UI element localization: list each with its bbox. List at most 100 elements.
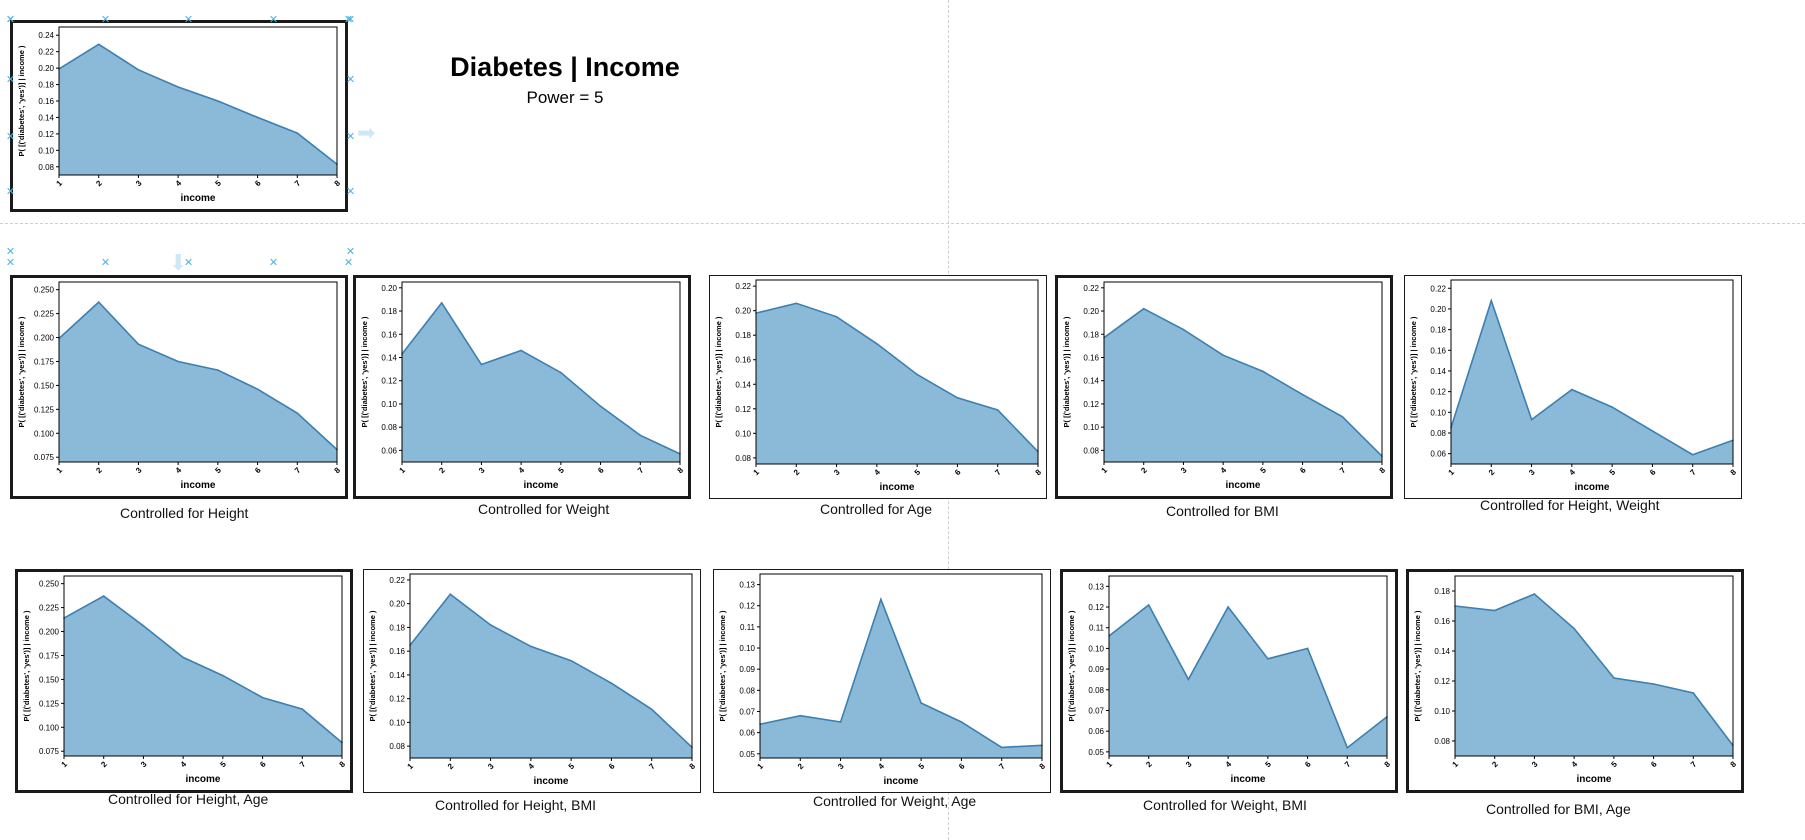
data-point xyxy=(610,682,613,684)
resize-handle-right[interactable]: ✕ xyxy=(345,246,356,258)
series-line-main xyxy=(58,43,338,165)
data-point xyxy=(142,625,145,627)
data-point xyxy=(1142,307,1145,310)
resize-handle-left[interactable]: ✕ xyxy=(5,14,16,26)
y-tick-label: 0.10 xyxy=(1434,707,1450,716)
data-point xyxy=(799,714,802,717)
y-tick-label: 0.24 xyxy=(38,31,54,40)
data-point xyxy=(256,116,259,119)
y-axis-label: P( [('diabetes', 'yes')] | income ) xyxy=(17,45,26,156)
data-point xyxy=(102,595,105,597)
x-tick-label: 8 xyxy=(1038,761,1048,771)
resize-handle-left[interactable]: ✕ xyxy=(5,131,16,143)
data-point xyxy=(795,302,798,305)
data-point xyxy=(97,43,100,46)
chart-caption-height_weight: Controlled for Height, Weight xyxy=(1480,497,1660,513)
area-fill-height_weight xyxy=(1451,300,1733,464)
x-tick-label: 8 xyxy=(1034,467,1044,477)
x-axis-label: income xyxy=(1230,774,1265,785)
x-tick-label: 8 xyxy=(1383,759,1393,769)
y-tick-label: 0.06 xyxy=(1088,727,1104,736)
x-tick-label: 8 xyxy=(1729,467,1739,477)
chart-svg-height: 0.075 0.100 0.125 0.150 0.175 0.200 0.225 0.250… xyxy=(17,281,342,491)
y-tick-label: 0.10 xyxy=(38,146,54,155)
x-tick-label: 3 xyxy=(836,761,846,771)
y-tick-label: 0.13 xyxy=(1088,582,1104,591)
chart-svg-weight: 0.06 0.08 0.10 0.12 0.14 0.16 0.18 0.20 1 2 3 4 5 6 7 8… xyxy=(360,281,685,491)
x-axis-label: income xyxy=(180,193,215,204)
resize-handle-left[interactable]: ✕ xyxy=(5,186,16,198)
chart-card-height_bmi[interactable]: 0.08 0.10 0.12 0.14 0.16 0.18 0.20 0.22 1 2 3 4 5 6 7 8… xyxy=(363,569,701,793)
x-tick-label: 5 xyxy=(218,759,228,769)
resize-handle-right[interactable]: ✕ xyxy=(345,131,356,143)
y-tick-label: 0.22 xyxy=(735,282,751,291)
move-right-arrow-icon[interactable]: ➡ xyxy=(357,120,376,145)
resize-handle-top[interactable]: ✕ xyxy=(183,14,194,26)
x-tick-label: 2 xyxy=(94,465,104,475)
resize-handle-bottom[interactable]: ✕ xyxy=(100,257,111,269)
resize-handle-top[interactable]: ✕ xyxy=(100,14,111,26)
data-point xyxy=(137,343,140,345)
data-point xyxy=(960,721,963,723)
chart-card-age[interactable]: 0.08 0.10 0.12 0.14 0.16 0.18 0.20 0.22 1 2 3 4 5 6 7 8… xyxy=(709,275,1047,499)
chart-caption-bmi: Controlled for BMI xyxy=(1166,503,1279,519)
resize-handle-top[interactable]: ✕ xyxy=(268,14,279,26)
resize-handle-right[interactable]: ✕ xyxy=(345,14,356,26)
chart-svg-height_age: 0.075 0.100 0.125 0.150 0.175 0.200 0.225 0.250… xyxy=(22,575,347,785)
chart-card-weight_bmi[interactable]: 0.05 0.06 0.07 0.08 0.09 0.10 0.11 0.12 0.13 1 2 3 4… xyxy=(1060,569,1398,793)
y-tick-label: 0.150 xyxy=(34,381,55,390)
x-tick-label: 2 xyxy=(437,465,447,475)
resize-handle-bottom[interactable]: ✕ xyxy=(183,257,194,269)
y-tick-label: 0.05 xyxy=(1088,748,1104,757)
plot-frame xyxy=(759,573,1043,759)
y-tick-label: 0.18 xyxy=(381,307,397,316)
data-point xyxy=(217,369,219,371)
resize-handle-right[interactable]: ✕ xyxy=(345,186,356,198)
plot-frame xyxy=(58,281,338,463)
chart-svg-height_bmi: 0.08 0.10 0.12 0.14 0.16 0.18 0.20 0.22 1 2 3 4 5 6 7 8… xyxy=(368,573,698,787)
chart-card-bmi[interactable]: 0.08 0.10 0.12 0.14 0.16 0.18 0.20 0.22 1 2 3 4 5 6 7 8… xyxy=(1055,275,1393,499)
data-point xyxy=(1493,609,1496,612)
chart-card-weight[interactable]: 0.06 0.08 0.10 0.12 0.14 0.16 0.18 0.20 1 2 3 4 5 6 7 8… xyxy=(353,275,691,499)
x-tick-label: 5 xyxy=(917,761,927,771)
y-tick-label: 0.08 xyxy=(38,163,54,172)
resize-handle-right[interactable]: ✕ xyxy=(345,74,356,86)
resize-handle-bottom[interactable]: ✕ xyxy=(5,257,16,269)
x-axis-label: income xyxy=(523,480,558,491)
x-tick-label: 4 xyxy=(174,465,184,475)
chart-card-bmi_age[interactable]: 0.08 0.10 0.12 0.14 0.16 0.18 1 2 3 4 5 6 7 8 income P(… xyxy=(1406,569,1744,793)
chart-card-height_age[interactable]: 0.075 0.100 0.125 0.150 0.175 0.200 0.225 0.250… xyxy=(15,569,353,793)
series-line-weight xyxy=(401,301,681,455)
data-point xyxy=(449,593,452,595)
y-tick-label: 0.10 xyxy=(739,644,755,653)
resize-handle-left[interactable]: ✕ xyxy=(5,74,16,86)
x-axis-label: income xyxy=(1574,482,1609,493)
chart-card-main[interactable]: 0.08 0.10 0.12 0.14 0.16 0.18 0.20 0.22 0.24 1 2 3 4… xyxy=(10,20,348,212)
y-tick-label: 0.14 xyxy=(381,353,397,362)
chart-card-height_weight[interactable]: 0.06 0.08 0.10 0.12 0.14 0.16 0.18 0.20 0.22 1 2 3 4… xyxy=(1404,275,1742,499)
x-tick-label: 7 xyxy=(293,178,303,188)
y-tick-label: 0.150 xyxy=(39,675,60,684)
x-tick-label: 4 xyxy=(179,759,189,769)
resize-handle-left[interactable]: ✕ xyxy=(5,246,16,258)
resize-handle-bottom[interactable]: ✕ xyxy=(268,257,279,269)
resize-handle-top[interactable]: ✕ xyxy=(5,14,16,26)
y-tick-label: 0.10 xyxy=(381,400,397,409)
data-point xyxy=(1652,683,1655,685)
area-fill-weight xyxy=(402,302,680,462)
area-fill-height xyxy=(59,302,337,462)
chart-svg-main: 0.08 0.10 0.12 0.14 0.16 0.18 0.20 0.22 0.24 1 2 3 4… xyxy=(17,26,342,204)
y-tick-label: 0.16 xyxy=(735,356,751,365)
data-point xyxy=(1651,430,1654,432)
resize-handle-top[interactable]: ✕ xyxy=(343,14,354,26)
y-tick-label: 0.11 xyxy=(1089,624,1105,633)
move-down-arrow-icon[interactable]: ⬇ xyxy=(169,250,188,275)
x-tick-label: 8 xyxy=(1378,465,1388,475)
data-point xyxy=(880,598,882,601)
data-point xyxy=(440,302,443,304)
chart-card-weight_age[interactable]: 0.05 0.06 0.07 0.08 0.09 0.10 0.11 0.12 0.13 1 2 3 4… xyxy=(713,569,1051,793)
x-tick-label: 8 xyxy=(688,761,698,771)
resize-handle-bottom[interactable]: ✕ xyxy=(343,257,354,269)
data-point xyxy=(1182,328,1185,331)
chart-card-height[interactable]: 0.075 0.100 0.125 0.150 0.175 0.200 0.225 0.250… xyxy=(10,275,348,499)
